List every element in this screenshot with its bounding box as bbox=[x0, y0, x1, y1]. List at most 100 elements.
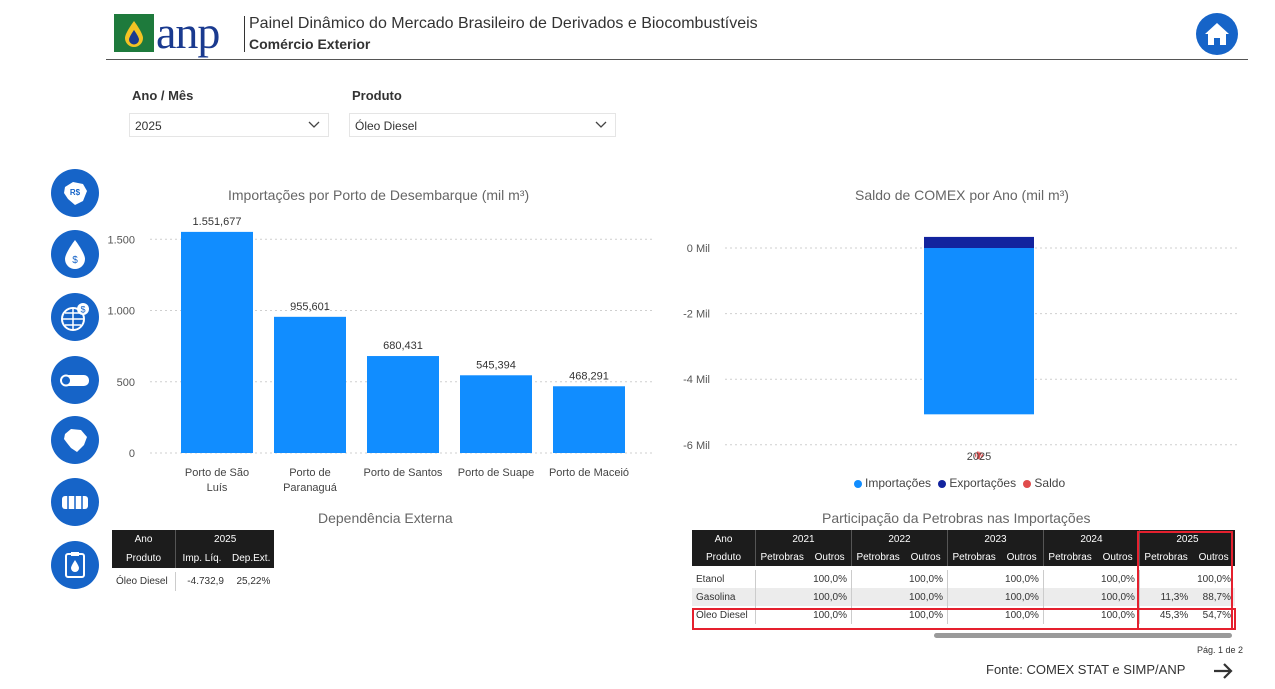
anp-logo-text: anp bbox=[156, 7, 220, 58]
home-button[interactable] bbox=[1196, 13, 1238, 55]
part-header-produto: Produto bbox=[692, 548, 756, 566]
page-subtitle: Comércio Exterior bbox=[249, 36, 371, 52]
bar bbox=[274, 316, 346, 453]
globe-money-icon[interactable]: $ bbox=[51, 293, 99, 341]
home-icon bbox=[1205, 23, 1229, 45]
svg-text:$: $ bbox=[72, 255, 78, 266]
data-label: -4.732,9 bbox=[959, 435, 999, 447]
participacao-title: Participação da Petrobras nas Importaçõe… bbox=[822, 510, 1091, 526]
highlight-diesel-row bbox=[692, 608, 1236, 630]
page-title: Painel Dinâmico do Mercado Brasileiro de… bbox=[249, 15, 758, 32]
product-select[interactable]: Óleo Diesel bbox=[349, 113, 616, 137]
product-select-value: Óleo Diesel bbox=[355, 119, 418, 133]
part-header-year: 2022 bbox=[850, 530, 948, 548]
part-cell-petrobras bbox=[755, 570, 809, 588]
part-cell-outros: 100,0% bbox=[1005, 591, 1039, 603]
table-row[interactable]: Gasolina 100,0% 100,0% 100,0% 100,0% 11,3% 88,… bbox=[692, 588, 1235, 606]
horizontal-scrollbar[interactable] bbox=[934, 633, 1232, 638]
part-cell-outros: 100,0% bbox=[813, 591, 847, 603]
data-label: 955,601 bbox=[290, 301, 330, 313]
part-cell-petrobras bbox=[1138, 570, 1193, 588]
map-icon[interactable] bbox=[51, 416, 99, 464]
bar bbox=[367, 356, 439, 453]
svg-text:R$: R$ bbox=[70, 188, 81, 197]
bar bbox=[553, 386, 625, 453]
ports-chart-title: Importações por Porto de Desembarque (mi… bbox=[228, 187, 530, 203]
part-cell-outros: 54,7% bbox=[1202, 609, 1231, 621]
legend-item-saldo[interactable]: Saldo bbox=[1023, 476, 1065, 490]
data-label: 545,394 bbox=[476, 359, 516, 371]
table-row[interactable]: Óleo Diesel -4.732,9 25,22% bbox=[112, 572, 274, 591]
part-header-year: 2021 bbox=[755, 530, 852, 548]
clipboard-icon[interactable] bbox=[51, 541, 99, 589]
part-header-year: 2024 bbox=[1042, 530, 1140, 548]
part-cell-petrobras: 45,3% bbox=[1138, 606, 1193, 624]
participacao-table: Ano 2021 2022 2023 2024 2025 Produto Petrobras O… bbox=[692, 530, 1235, 624]
next-page-arrow-icon[interactable] bbox=[1212, 660, 1234, 682]
barrel-icon[interactable] bbox=[51, 478, 99, 526]
part-cell-outros: 100,0% bbox=[1101, 591, 1135, 603]
year-filter-label: Ano / Mês bbox=[132, 88, 194, 103]
part-header-outros: Outros bbox=[808, 548, 852, 566]
part-cell-outros: 100,0% bbox=[1197, 573, 1231, 585]
part-header-outros: Outros bbox=[1096, 548, 1140, 566]
part-header-ano: Ano bbox=[692, 530, 756, 548]
part-cell-petrobras bbox=[850, 606, 905, 624]
source-text: Fonte: COMEX STAT e SIMP/ANP bbox=[986, 662, 1186, 677]
part-cell-petrobras bbox=[1042, 606, 1097, 624]
saldo-marker bbox=[975, 451, 983, 460]
part-cell-product: Gasolina bbox=[696, 591, 736, 603]
data-label: 1.551,677 bbox=[193, 216, 242, 228]
dependencia-table: Ano 2025 Produto Imp. Líq. Dep.Ext. Óleo… bbox=[112, 530, 275, 591]
header-separator bbox=[244, 16, 245, 52]
part-header-petrobras: Petrobras bbox=[1042, 548, 1097, 566]
x-tick-label: Porto de bbox=[289, 467, 331, 479]
dep-header-dep: Dep.Ext. bbox=[228, 549, 275, 568]
year-select[interactable]: 2025 bbox=[129, 113, 329, 137]
part-header-year: 2025 bbox=[1138, 530, 1235, 548]
bar-exportacoes bbox=[924, 236, 1034, 248]
part-cell-outros: 100,0% bbox=[1101, 609, 1135, 621]
part-header-outros: Outros bbox=[1000, 548, 1044, 566]
legend-item-importacoes[interactable]: Importações bbox=[854, 476, 931, 490]
part-cell-outros: 100,0% bbox=[1005, 609, 1039, 621]
part-header-petrobras: Petrobras bbox=[946, 548, 1001, 566]
part-cell-outros: 100,0% bbox=[1101, 573, 1135, 585]
money-map-icon[interactable]: R$ bbox=[51, 169, 99, 217]
participacao-table-wrap: Ano 2021 2022 2023 2024 2025 Produto Petrobras O… bbox=[692, 530, 1235, 624]
x-tick-label: Porto de São bbox=[185, 467, 249, 479]
page-indicator: Pág. 1 de 2 bbox=[1197, 645, 1244, 655]
year-select-value: 2025 bbox=[135, 119, 162, 133]
pipeline-icon[interactable] bbox=[51, 356, 99, 404]
anp-drop-icon bbox=[125, 21, 143, 47]
oil-drop-money-icon[interactable]: $ bbox=[51, 230, 99, 278]
x-tick-label: Luís bbox=[207, 482, 228, 494]
chevron-down-icon bbox=[308, 121, 320, 128]
bar bbox=[460, 375, 532, 453]
y-tick-label: 500 bbox=[117, 377, 135, 389]
part-cell-outros: 100,0% bbox=[813, 609, 847, 621]
y-tick-label: 1.500 bbox=[107, 234, 135, 246]
comex-chart-title: Saldo de COMEX por Ano (mil m³) bbox=[855, 187, 1069, 203]
ports-bar-chart: 0 500 1.000 1.500 1.551,677 Porto de São Luís 9… bbox=[107, 216, 655, 494]
table-row[interactable]: Etanol 100,0% 100,0% 100,0% 100,0% 100,0% bbox=[692, 570, 1235, 588]
comex-legend: Importações Exportações Saldo bbox=[854, 476, 1065, 490]
part-cell-outros: 100,0% bbox=[909, 591, 943, 603]
dependencia-title: Dependência Externa bbox=[318, 510, 453, 526]
y-tick-label: 0 bbox=[129, 448, 135, 460]
part-cell-outros: 100,0% bbox=[1005, 573, 1039, 585]
table-row[interactable]: Óleo Diesel 100,0% 100,0% 100,0% 100,0% 45,3%… bbox=[692, 606, 1235, 624]
y-tick-label: 1.000 bbox=[107, 306, 135, 318]
comex-bar-chart: 0 Mil -2 Mil -4 Mil -6 Mil -4.732,9 -5.071,02… bbox=[683, 236, 1240, 463]
part-cell-outros: 100,0% bbox=[909, 609, 943, 621]
part-cell-petrobras bbox=[946, 588, 1001, 606]
dep-header-year: 2025 bbox=[175, 530, 275, 549]
legend-item-exportacoes[interactable]: Exportações bbox=[938, 476, 1016, 490]
y-tick-label: -4 Mil bbox=[683, 374, 710, 386]
part-cell-petrobras bbox=[946, 570, 1001, 588]
part-cell-petrobras bbox=[1042, 588, 1097, 606]
x-tick-label: Porto de Suape bbox=[458, 467, 534, 479]
part-cell-petrobras bbox=[1042, 570, 1097, 588]
bar bbox=[181, 231, 253, 453]
part-cell-petrobras bbox=[850, 588, 905, 606]
